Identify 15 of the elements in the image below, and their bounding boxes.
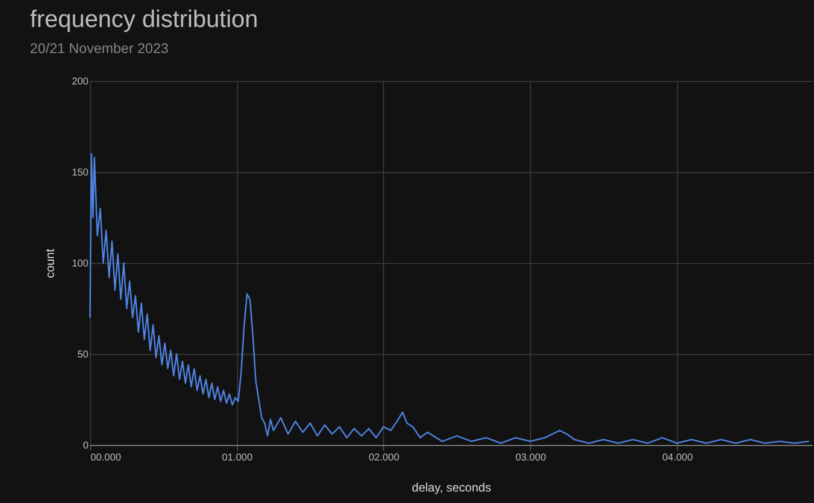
x-axis-title: delay, seconds (412, 480, 492, 494)
line-series (89, 153, 810, 444)
y-tick-label: 150 (72, 168, 89, 178)
x-tick-label: 04.000 (662, 452, 694, 464)
chart-subtitle: 20/21 November 2023 (30, 40, 169, 56)
y-tick-label: 200 (72, 76, 89, 88)
x-tick-label: 03.000 (515, 452, 546, 464)
y-tick-label: 50 (77, 350, 89, 360)
y-tick-label: 0 (82, 440, 89, 452)
y-tick-label: 100 (72, 258, 89, 270)
chart-title: frequency distribution (30, 6, 258, 33)
x-tick-label: 00.000 (90, 452, 122, 464)
y-axis-title: count (42, 248, 57, 278)
x-tick-label: 01.000 (222, 452, 253, 464)
x-tick-label: 02.000 (368, 452, 400, 464)
